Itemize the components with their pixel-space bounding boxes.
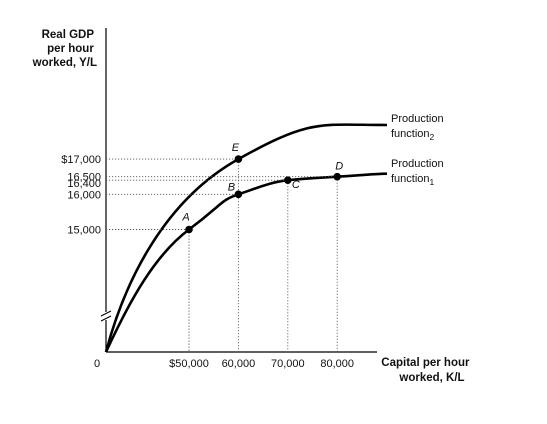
y-axis-title-line: worked, Y/L (32, 57, 97, 69)
x-axis-title-line: worked, K/L (398, 372, 464, 384)
point-label-e: E (232, 142, 240, 154)
production-function-2-curve (104, 123, 388, 353)
y-tick-label: $17,000 (61, 154, 101, 166)
curve-label-subscript: 2 (430, 132, 435, 142)
y-tick-label: 16,400 (67, 178, 101, 190)
x-axis-title-line: Capital per hour (381, 357, 470, 369)
x-tick-label: $50,000 (169, 358, 209, 370)
x-tick-label: 70,000 (271, 358, 305, 370)
data-point-e (234, 155, 243, 163)
guide-lines (106, 158, 338, 352)
y-axis-title: Real GDP per hour worked, Y/L (32, 29, 97, 69)
y-axis-title-line: per hour (47, 43, 94, 55)
point-label-c: C (292, 179, 300, 191)
curve-label-line: Production (391, 113, 444, 125)
data-points: A B C D E (181, 142, 343, 234)
production-function-1-label: Production function1 (391, 158, 447, 187)
x-axis-title: Capital per hour worked, K/L (381, 357, 472, 384)
y-tick-label: 16,500 (67, 172, 101, 184)
curve-label-line: function (391, 173, 430, 185)
point-label-b: B (228, 181, 235, 193)
y-tick-label: 16,000 (67, 189, 101, 201)
curve-label-line: Production (391, 158, 444, 170)
point-label-a: A (181, 212, 189, 224)
x-tick-label: 60,000 (222, 358, 256, 370)
data-point-a (185, 225, 193, 234)
point-label-d: D (335, 161, 343, 173)
curve-label-subscript: 1 (430, 177, 435, 187)
x-tick-label: 80,000 (320, 358, 354, 370)
y-axis-break (100, 310, 112, 322)
data-point-b (234, 190, 243, 199)
x-tick-labels: $50,000 60,000 70,000 80,000 (169, 358, 354, 370)
production-function-2-label: Production function2 (391, 113, 447, 142)
data-point-d (333, 172, 342, 181)
data-point-c (284, 176, 292, 185)
production-function-1-curve (104, 172, 388, 353)
origin-label: 0 (94, 358, 100, 370)
curve-label-line: function (391, 128, 430, 140)
y-axis-title-line: Real GDP (42, 29, 95, 41)
y-tick-label: 15,000 (67, 225, 101, 237)
